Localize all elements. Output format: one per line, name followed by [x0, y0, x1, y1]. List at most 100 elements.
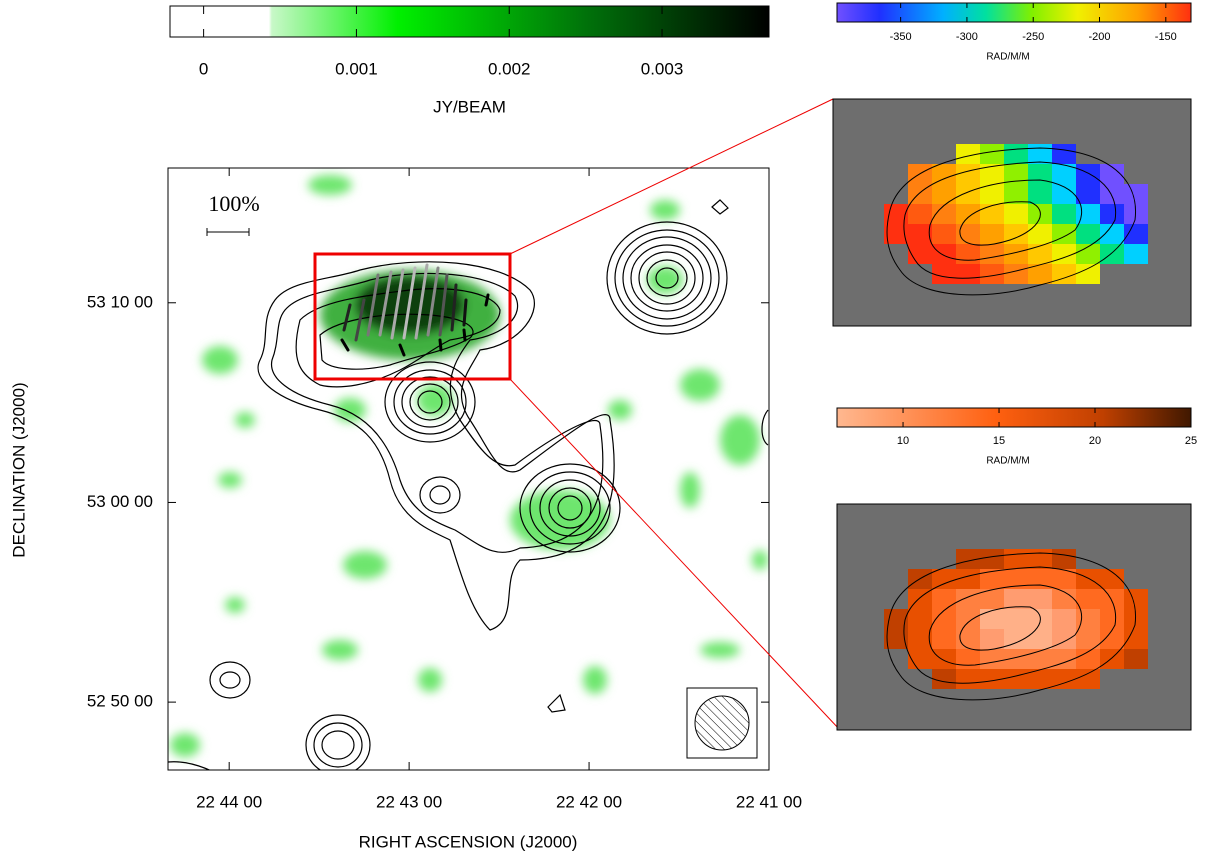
pixel [980, 244, 1004, 264]
colorbar [836, 407, 1192, 428]
colorbar-tick-label: 0.001 [335, 59, 378, 78]
pixel [932, 204, 956, 224]
colorbar-tick-label: 10 [897, 435, 909, 447]
pixel [932, 184, 956, 204]
pixel [1052, 184, 1076, 204]
colorbar-tick-label: 0 [199, 59, 208, 78]
pixel [1052, 669, 1076, 689]
pixel [1004, 244, 1028, 264]
pixel [884, 629, 908, 649]
pixel [1100, 204, 1124, 224]
pixel [1004, 144, 1028, 164]
pixel [1028, 549, 1052, 569]
colorbar-tick-label: -350 [890, 31, 912, 43]
pixel [980, 264, 1004, 284]
colorbar-tick-label: 0.002 [488, 59, 531, 78]
pixel [1076, 164, 1100, 184]
pixel [980, 224, 1004, 244]
pixel [932, 609, 956, 629]
x-tick-label: 22 42 00 [556, 792, 622, 811]
x-tick-label: 22 41 00 [736, 792, 802, 811]
pixel [932, 224, 956, 244]
pixel [980, 184, 1004, 204]
colorbar-tick-label: 20 [1089, 435, 1101, 447]
pixel [956, 204, 980, 224]
pixel [956, 184, 980, 204]
pixel [908, 204, 932, 224]
pixel [1028, 649, 1052, 669]
pixel [1004, 164, 1028, 184]
y-tick-label: 53 10 00 [87, 292, 153, 311]
pixel [1028, 184, 1052, 204]
pixel [1004, 629, 1028, 649]
pixel [1028, 244, 1052, 264]
pixel [1076, 264, 1100, 284]
pixel [1076, 184, 1100, 204]
pixel [932, 569, 956, 589]
pixel [956, 164, 980, 184]
pixel [1076, 569, 1100, 589]
pixel [980, 204, 1004, 224]
pixel [1052, 224, 1076, 244]
pixel [980, 609, 1004, 629]
pixel [1100, 224, 1124, 244]
pixel [1028, 144, 1052, 164]
pixel [1028, 569, 1052, 589]
map-image [168, 175, 769, 770]
pixel [1028, 224, 1052, 244]
pixel [884, 224, 908, 244]
pixel [980, 569, 1004, 589]
pixel [1004, 649, 1028, 669]
inset-pixels [884, 549, 1148, 689]
pixel [932, 164, 956, 184]
pixel [1004, 569, 1028, 589]
pixel [1100, 589, 1124, 609]
colorbar [836, 2, 1192, 23]
pixel [1076, 609, 1100, 629]
zoom-line [509, 378, 841, 731]
pixel [1124, 589, 1148, 609]
pixel [956, 144, 980, 164]
pixel [932, 669, 956, 689]
pixel [1076, 629, 1100, 649]
pixel [932, 264, 956, 284]
pixel [1052, 569, 1076, 589]
pixel [1052, 589, 1076, 609]
y-axis-label: DECLINATION (J2000) [9, 382, 28, 557]
pixel [1100, 609, 1124, 629]
zoom-line [509, 98, 834, 255]
pixel [1124, 224, 1148, 244]
pixel [1004, 589, 1028, 609]
pixel [1076, 224, 1100, 244]
y-tick-label: 52 50 00 [87, 692, 153, 711]
pixel [1076, 649, 1100, 669]
pixel [908, 224, 932, 244]
pixel [980, 144, 1004, 164]
pixel [1004, 264, 1028, 284]
pixel [956, 549, 980, 569]
pixel [980, 164, 1004, 184]
colorbar-tick-label: -150 [1155, 31, 1177, 43]
pixel [1028, 164, 1052, 184]
pixel [1124, 184, 1148, 204]
colorbar-tick-label: 15 [993, 435, 1005, 447]
x-axis-label: RIGHT ASCENSION (J2000) [359, 832, 578, 851]
colorbar-tick-label: -200 [1089, 31, 1111, 43]
pixel [956, 609, 980, 629]
pixel [1124, 244, 1148, 264]
beam [694, 695, 750, 751]
colorbar-label: RAD/M/M [986, 52, 1029, 63]
pixel [1100, 164, 1124, 184]
pixel [1100, 569, 1124, 589]
pixel [1052, 144, 1076, 164]
annotation: 100% [208, 191, 259, 216]
pixel [1052, 629, 1076, 649]
y-tick-label: 53 00 00 [87, 492, 153, 511]
pixel [1124, 629, 1148, 649]
pixel [1100, 649, 1124, 669]
pixel [1004, 549, 1028, 569]
colorbar-tick-label: -250 [1022, 31, 1044, 43]
x-tick-label: 22 43 00 [376, 792, 442, 811]
zoom-box [313, 252, 512, 381]
